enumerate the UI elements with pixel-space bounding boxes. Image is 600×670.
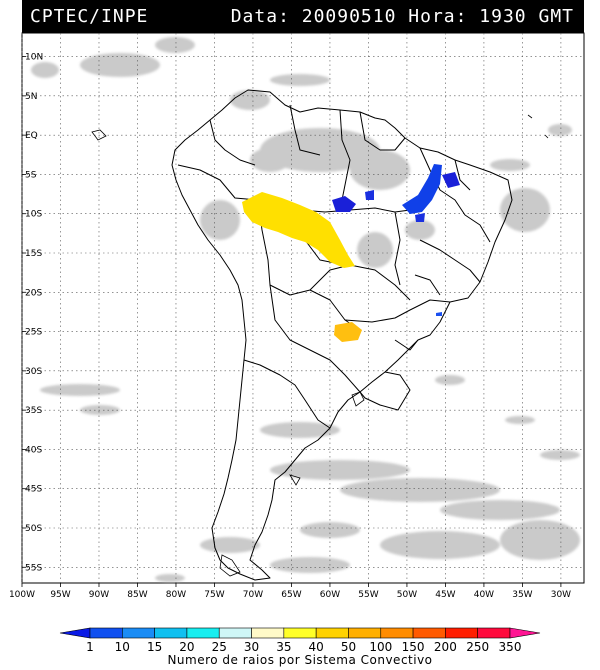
lon-label: 90W bbox=[89, 590, 109, 600]
lon-label: 30W bbox=[551, 590, 571, 600]
lat-label: 50S bbox=[25, 524, 42, 534]
colorbar-label: 150 bbox=[402, 640, 425, 654]
colorbar-label: 200 bbox=[434, 640, 457, 654]
colorbar-segment bbox=[122, 627, 155, 639]
colorbar-label: 40 bbox=[309, 640, 324, 654]
source-label: CPTEC/INPE bbox=[30, 6, 149, 27]
lightning-cluster-blue-5 bbox=[415, 213, 425, 222]
lat-label: EQ bbox=[25, 131, 38, 141]
colorbar-segment bbox=[59, 627, 91, 639]
lon-label: 85W bbox=[127, 590, 147, 600]
colorbar-segment bbox=[509, 627, 541, 639]
datetime-label: Data: 20090510 Hora: 1930 GMT bbox=[230, 6, 574, 27]
lon-label: 55W bbox=[358, 590, 378, 600]
lon-label: 75W bbox=[204, 590, 224, 600]
colorbar-label: 350 bbox=[499, 640, 522, 654]
lat-label: 55S bbox=[25, 563, 42, 573]
lat-label: 35S bbox=[25, 406, 42, 416]
colorbar-caption: Numero de raios por Sistema Convectivo bbox=[167, 653, 433, 667]
lon-label: 80W bbox=[166, 590, 186, 600]
cloud-cover bbox=[31, 37, 580, 582]
islands bbox=[91, 114, 549, 577]
colorbar-label: 50 bbox=[341, 640, 356, 654]
colorbar-label: 25 bbox=[212, 640, 227, 654]
colorbar-label: 1 bbox=[86, 640, 94, 654]
lightning-cluster-yellow bbox=[242, 192, 355, 268]
lon-label: 70W bbox=[243, 590, 263, 600]
title-bar: CPTEC/INPE Data: 20090510 Hora: 1930 GMT bbox=[22, 0, 584, 33]
graticule bbox=[21, 33, 584, 583]
colorbar-segment bbox=[154, 627, 188, 639]
colorbar-label: 20 bbox=[179, 640, 194, 654]
colorbar-segment bbox=[412, 627, 446, 639]
colorbar-label: 250 bbox=[466, 640, 489, 654]
lightning-cluster-blue-1 bbox=[332, 196, 356, 212]
colorbar-segment bbox=[218, 627, 252, 639]
lightning-cluster-blue-3 bbox=[402, 164, 442, 214]
colorbar-label: 100 bbox=[369, 640, 392, 654]
lat-label: 10N bbox=[25, 53, 43, 63]
lon-label: 40W bbox=[474, 590, 494, 600]
lightning-cluster-orange bbox=[334, 322, 362, 342]
colorbar-label: 30 bbox=[244, 640, 259, 654]
lon-label: 100W bbox=[9, 590, 35, 600]
colorbar-segment bbox=[380, 627, 414, 639]
latitude-labels: 10N 5N EQ 5S 10S 15S 20S 25S 30S 35S 40S 45S 50S 55S bbox=[25, 53, 43, 574]
axis-ticks bbox=[21, 56, 562, 587]
colorbar-label: 35 bbox=[276, 640, 291, 654]
lat-label: 25S bbox=[25, 328, 42, 338]
lightning-cluster-blue-4 bbox=[442, 172, 460, 188]
colorbar-segment bbox=[186, 627, 220, 639]
lat-label: 5S bbox=[25, 170, 37, 180]
lightning-clusters bbox=[242, 164, 460, 342]
colorbar-segment bbox=[315, 627, 349, 639]
lat-label: 15S bbox=[25, 249, 42, 259]
colorbar-label: 10 bbox=[115, 640, 130, 654]
lat-label: 10S bbox=[25, 210, 42, 220]
lat-label: 20S bbox=[25, 288, 42, 298]
colorbar: 1 10 15 20 25 30 35 40 50 100 150 200 250 350 bbox=[59, 627, 541, 654]
lon-label: 65W bbox=[281, 590, 301, 600]
lightning-cluster-blue-6 bbox=[436, 312, 442, 316]
colorbar-segment bbox=[251, 627, 285, 639]
lat-label: 40S bbox=[25, 445, 42, 455]
lon-label: 60W bbox=[320, 590, 340, 600]
lon-label: 50W bbox=[397, 590, 417, 600]
colorbar-label: 15 bbox=[147, 640, 162, 654]
colorbar-segment bbox=[89, 627, 123, 639]
colorbar-segment bbox=[283, 627, 317, 639]
lightning-cluster-blue-2 bbox=[365, 190, 374, 200]
colorbar-segment bbox=[348, 627, 382, 639]
lon-label: 45W bbox=[435, 590, 455, 600]
colorbar-segment bbox=[445, 627, 478, 639]
lat-label: 45S bbox=[25, 485, 42, 495]
longitude-labels: 100W 95W 90W 85W 80W 75W 70W 65W 60W 55W 50W 45W 40W… bbox=[9, 590, 571, 600]
lat-label: 30S bbox=[25, 367, 42, 377]
lat-label: 5N bbox=[25, 92, 37, 102]
lon-label: 95W bbox=[50, 590, 70, 600]
colorbar-segment bbox=[477, 627, 511, 639]
lon-label: 35W bbox=[512, 590, 532, 600]
